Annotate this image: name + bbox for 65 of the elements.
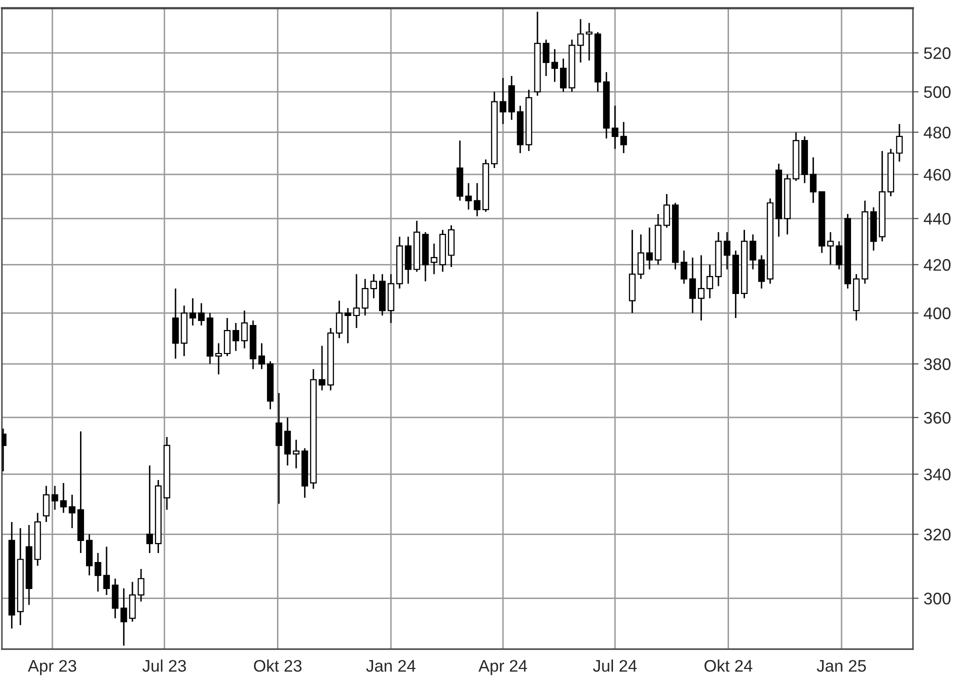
candlestick (370, 273, 378, 299)
candlestick (638, 234, 644, 280)
candlestick (224, 317, 231, 357)
candlestick (292, 439, 300, 470)
x-tick-label: Apr 24 (478, 660, 528, 676)
y-tick-label: 460 (924, 168, 951, 181)
candlestick (404, 236, 412, 284)
candlestick (68, 494, 76, 529)
candlestick (42, 485, 50, 523)
x-tick-label: Apr 23 (28, 660, 76, 676)
candlestick (896, 123, 903, 162)
candlestick (836, 240, 842, 270)
candlestick (706, 264, 714, 299)
candlestick (827, 231, 834, 266)
candlestick (146, 464, 153, 554)
candlestick (353, 273, 360, 329)
candlestick (542, 38, 550, 77)
candlestick (318, 345, 326, 392)
x-tick-label: Okt 24 (704, 660, 752, 672)
candlestick (750, 234, 756, 270)
candlestick (112, 578, 119, 619)
candlestick (138, 568, 144, 602)
candlestick (646, 226, 653, 270)
candlestick (758, 254, 765, 290)
candlestick (663, 193, 670, 228)
candlestick (586, 22, 592, 62)
y-tick-label: 440 (924, 212, 951, 225)
y-tick-label: 320 (924, 528, 951, 540)
candlestick (362, 278, 368, 316)
x-tick-label: Jan 24 (366, 660, 416, 672)
y-tick-label: 420 (924, 259, 951, 271)
y-tick-label: 480 (924, 126, 951, 138)
candlestick (500, 77, 506, 125)
candlestick (215, 342, 222, 376)
candlestick (189, 298, 196, 326)
candlestick (232, 322, 240, 352)
y-tick-label: 360 (924, 412, 951, 424)
y-tick-label: 340 (924, 468, 951, 480)
candlestick (698, 254, 705, 322)
y-tick-label: 300 (924, 592, 951, 604)
candlestick (465, 182, 472, 210)
candlestick (120, 588, 128, 646)
candlestick (551, 48, 558, 83)
candlestick (336, 300, 343, 339)
x-tick-label: Okt 23 (254, 660, 302, 672)
candlestick (620, 121, 627, 154)
candlestick (129, 581, 136, 622)
candlestick (689, 256, 696, 314)
y-tick-label: 380 (924, 358, 951, 370)
x-tick-label: Jul 24 (593, 660, 637, 672)
y-tick-label: 500 (924, 86, 951, 98)
candlestick (612, 105, 618, 150)
candlestick (258, 342, 266, 370)
candlestick (60, 482, 67, 514)
y-tick-label: 400 (924, 307, 951, 320)
candlestick (52, 485, 58, 510)
candlestick (474, 182, 480, 217)
candlestick (810, 156, 817, 204)
y-tick-label: 520 (924, 47, 951, 60)
candlestick (680, 250, 688, 284)
candlestick (198, 302, 205, 326)
x-tick-label: Jul 23 (142, 660, 186, 672)
x-tick-label: Jan 25 (816, 660, 866, 672)
candlestick (560, 58, 567, 92)
candlestick (344, 307, 352, 344)
